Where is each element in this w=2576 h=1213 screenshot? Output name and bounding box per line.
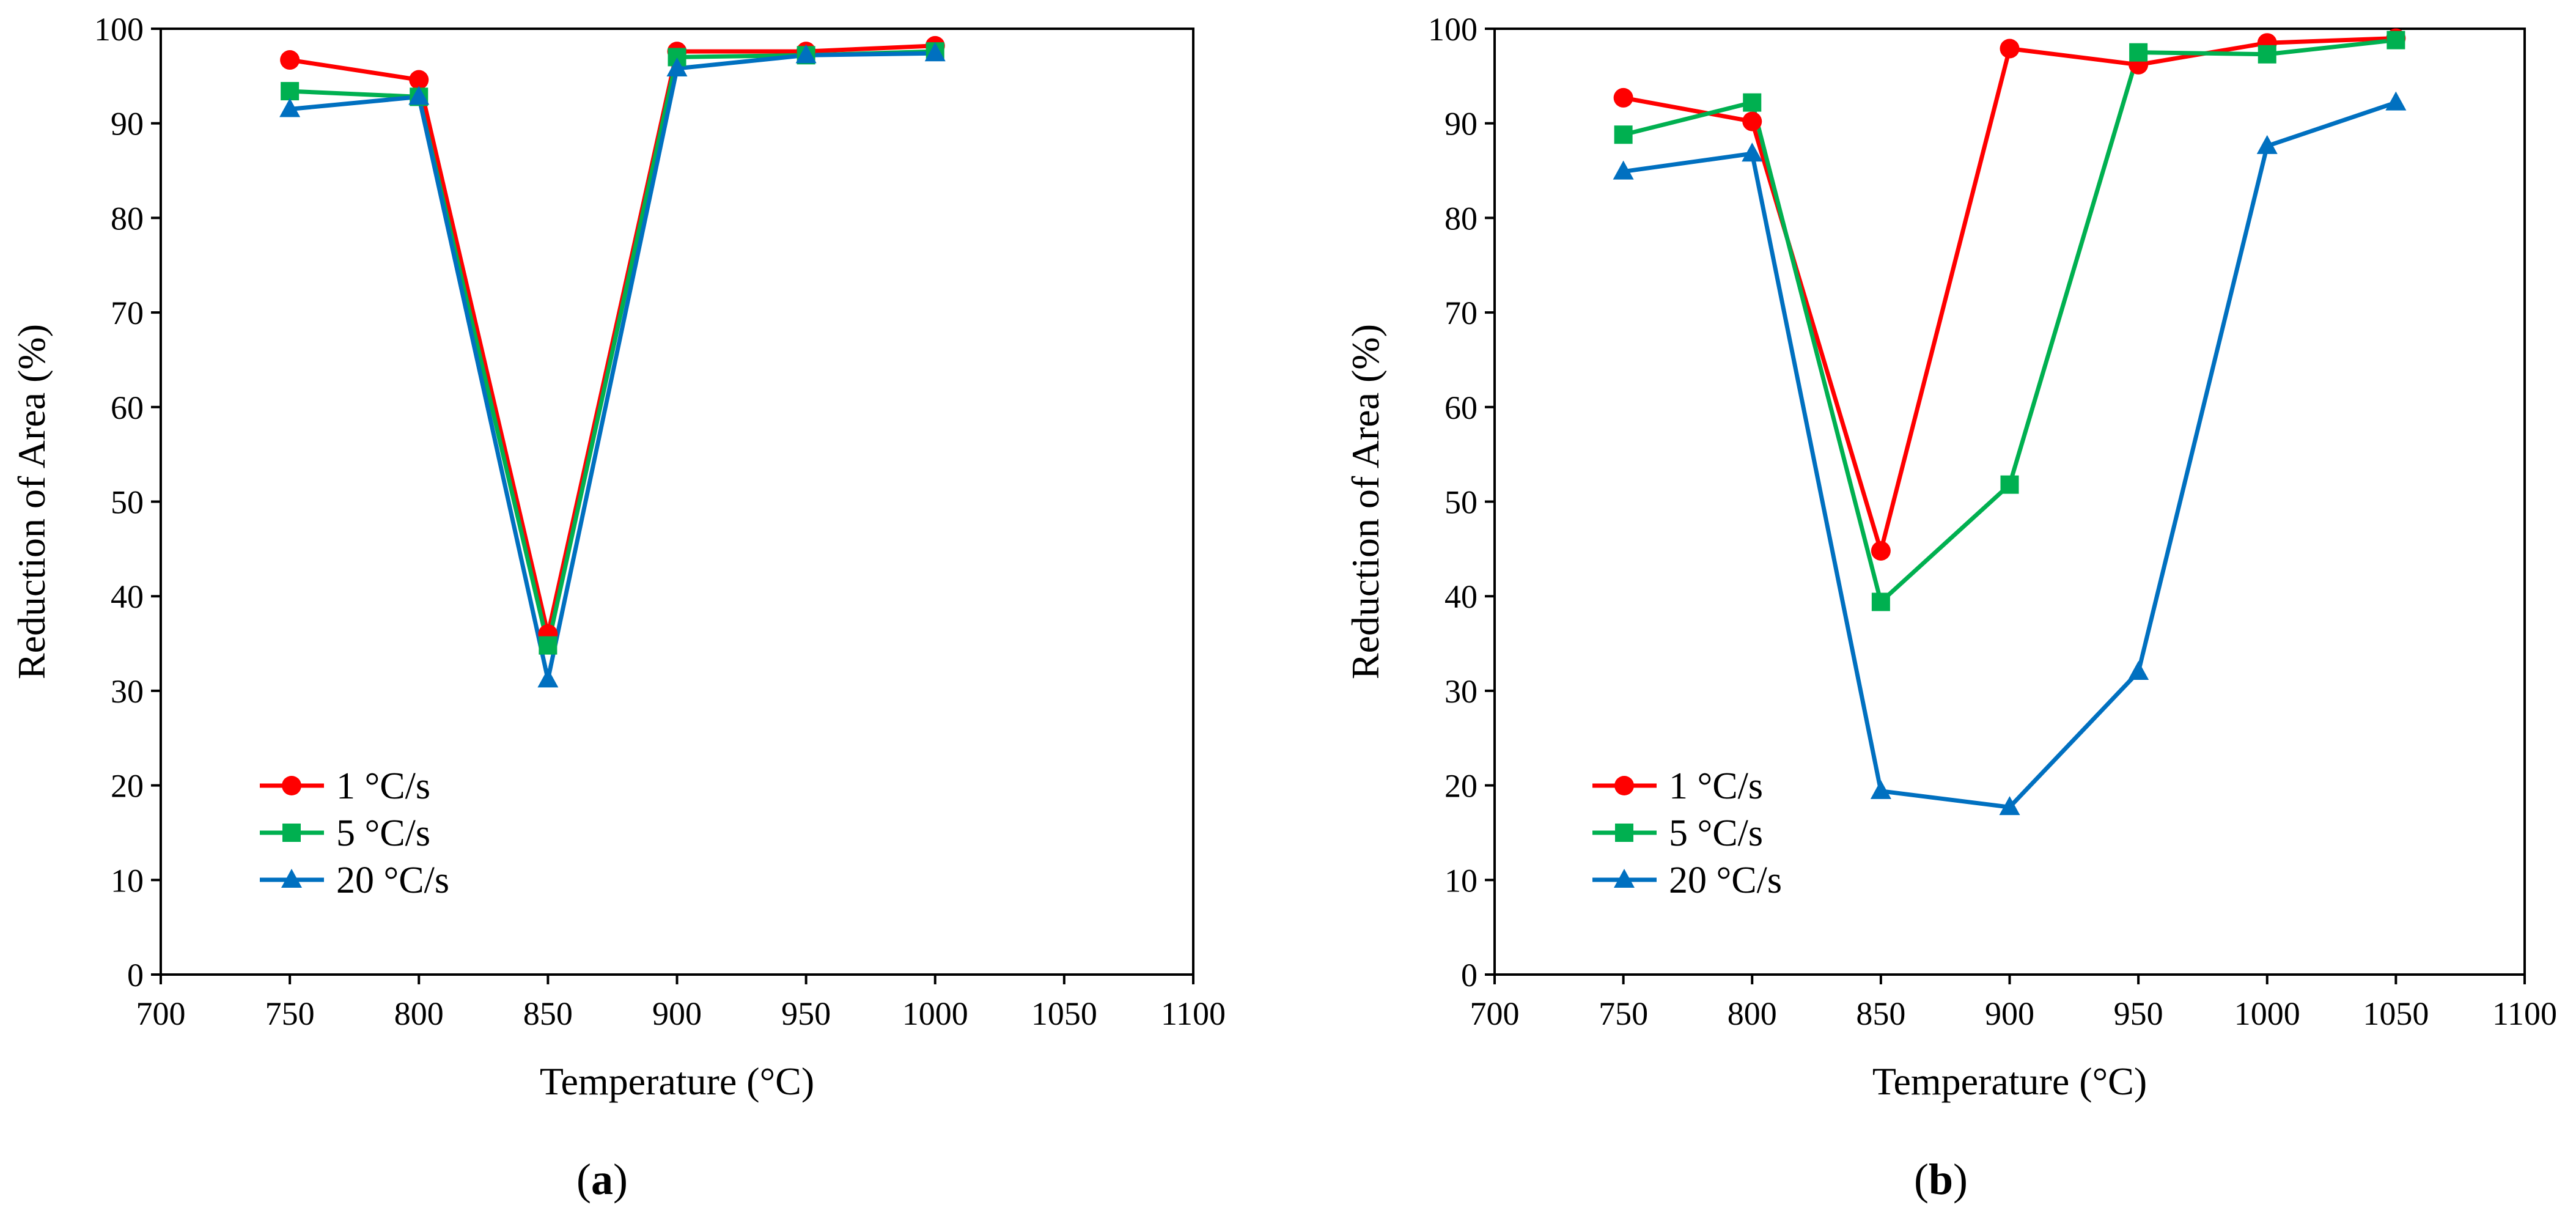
legend-marker-circle bbox=[282, 776, 301, 795]
y-axis-title: Reduction of Area (%) bbox=[10, 324, 53, 679]
x-tick-label: 1000 bbox=[2234, 995, 2300, 1032]
data-point-square bbox=[2386, 31, 2405, 50]
data-point-square bbox=[539, 636, 558, 655]
panel-label: a bbox=[591, 1155, 613, 1204]
data-point-triangle bbox=[795, 44, 817, 64]
series-line-square bbox=[1622, 38, 2396, 606]
x-tick-label: 900 bbox=[652, 995, 702, 1032]
legend: 1 °C/s 5 °C/s 20 °C/s bbox=[260, 765, 449, 901]
data-point-triangle bbox=[924, 42, 946, 62]
y-tick-label: 80 bbox=[111, 200, 144, 237]
legend-marker-square bbox=[282, 824, 301, 842]
legend-marker-square bbox=[1615, 824, 1633, 842]
series-line-circle bbox=[289, 43, 935, 635]
data-point-circle bbox=[409, 70, 429, 90]
y-tick-label: 0 bbox=[1461, 957, 1478, 994]
chart-panel-a: 0 10 20 30 40 50 60 70 80 90 100 700 750 800 850 900 950… bbox=[10, 11, 1226, 1204]
y-tick-label: 0 bbox=[127, 957, 144, 994]
x-tick-label: 750 bbox=[265, 995, 315, 1032]
data-point-triangle bbox=[2256, 135, 2278, 154]
x-axis-title: Temperature (°C) bbox=[1872, 1060, 2147, 1103]
y-axis-title: Reduction of Area (%) bbox=[1344, 324, 1387, 679]
series-line-square bbox=[289, 49, 935, 646]
legend-label: 1 °C/s bbox=[1669, 765, 1763, 807]
data-point-square bbox=[1614, 125, 1633, 144]
data-point-triangle bbox=[2128, 660, 2149, 680]
series-line-triangle bbox=[289, 51, 935, 680]
y-tick-label: 90 bbox=[111, 106, 144, 142]
x-axis-title: Temperature (°C) bbox=[540, 1060, 814, 1103]
legend: 1 °C/s 5 °C/s 20 °C/s bbox=[1592, 765, 1782, 901]
y-tick-label: 20 bbox=[111, 768, 144, 805]
legend-label: 5 °C/s bbox=[1669, 813, 1763, 854]
data-point-triangle bbox=[1613, 160, 1634, 180]
y-tick-label: 10 bbox=[1444, 862, 1478, 899]
data-point-square bbox=[2129, 43, 2148, 62]
data-point-triangle bbox=[408, 86, 430, 105]
series-line-triangle bbox=[1623, 100, 2397, 809]
data-point-circle bbox=[280, 50, 300, 70]
panel-caption: (b) bbox=[1914, 1155, 1968, 1204]
data-point-triangle bbox=[1742, 142, 1763, 162]
data-point-circle bbox=[1742, 111, 1762, 131]
x-tick-label: 1000 bbox=[902, 995, 968, 1032]
x-tick-label: 950 bbox=[2114, 995, 2163, 1032]
x-tick-label: 850 bbox=[523, 995, 573, 1032]
x-tick-label: 800 bbox=[1728, 995, 1777, 1032]
x-tick-label: 900 bbox=[1985, 995, 2034, 1032]
y-tick-label: 70 bbox=[1444, 295, 1478, 331]
x-tick-label: 1100 bbox=[1161, 995, 1226, 1032]
legend-label: 1 °C/s bbox=[336, 765, 430, 807]
y-tick-label: 30 bbox=[1444, 673, 1478, 710]
data-point-triangle bbox=[2385, 91, 2407, 111]
y-tick-label: 60 bbox=[1444, 389, 1478, 426]
x-tick-label: 750 bbox=[1599, 995, 1648, 1032]
y-tick-label: 50 bbox=[1444, 484, 1478, 521]
x-tick-label: 700 bbox=[136, 995, 186, 1032]
data-point-triangle bbox=[279, 98, 301, 117]
legend-marker-circle bbox=[1614, 776, 1634, 795]
x-tick-label: 800 bbox=[394, 995, 444, 1032]
x-tick-label: 950 bbox=[781, 995, 831, 1032]
y-tick-label: 60 bbox=[111, 389, 144, 426]
data-point-circle bbox=[2000, 39, 2020, 59]
data-point-square bbox=[1743, 93, 1762, 112]
y-tick-label: 80 bbox=[1444, 200, 1478, 237]
data-point-circle bbox=[1613, 87, 1633, 108]
x-tick-label: 850 bbox=[1856, 995, 1905, 1032]
x-tick-label: 1050 bbox=[2363, 995, 2429, 1032]
y-tick-label: 100 bbox=[1428, 11, 1478, 48]
x-tick-label: 1050 bbox=[1031, 995, 1097, 1032]
data-point-triangle bbox=[537, 668, 559, 688]
y-tick-label: 100 bbox=[94, 11, 144, 48]
legend-marker-triangle bbox=[1614, 869, 1635, 888]
x-tick-label: 1100 bbox=[2492, 995, 2557, 1032]
data-point-square bbox=[281, 82, 300, 101]
data-point-circle bbox=[1871, 540, 1891, 561]
data-point-triangle bbox=[1870, 780, 1891, 799]
series-line-circle bbox=[1622, 35, 2396, 559]
panel-label: b bbox=[1929, 1155, 1953, 1204]
y-tick-label: 10 bbox=[111, 862, 144, 899]
y-tick-label: 40 bbox=[111, 578, 144, 615]
legend-label: 20 °C/s bbox=[336, 860, 449, 901]
data-point-triangle bbox=[666, 57, 688, 76]
data-point-triangle bbox=[1999, 796, 2020, 816]
y-tick-label: 90 bbox=[1444, 106, 1478, 142]
data-point-square bbox=[2000, 475, 2019, 494]
data-point-square bbox=[2258, 45, 2276, 64]
chart-panel-b: 0 10 20 30 40 50 60 70 80 90 100 700 750 800 850 900 950… bbox=[1344, 11, 2557, 1204]
legend-marker-triangle bbox=[281, 869, 302, 888]
panel-caption: (a) bbox=[576, 1155, 628, 1204]
y-tick-label: 50 bbox=[111, 484, 144, 521]
data-point-square bbox=[1871, 592, 1890, 611]
legend-label: 20 °C/s bbox=[1669, 860, 1782, 901]
y-tick-label: 20 bbox=[1444, 768, 1478, 805]
x-tick-label: 700 bbox=[1470, 995, 1520, 1032]
y-tick-label: 30 bbox=[111, 673, 144, 710]
legend-label: 5 °C/s bbox=[336, 813, 430, 854]
y-tick-label: 70 bbox=[111, 295, 144, 331]
y-tick-label: 40 bbox=[1444, 578, 1478, 615]
